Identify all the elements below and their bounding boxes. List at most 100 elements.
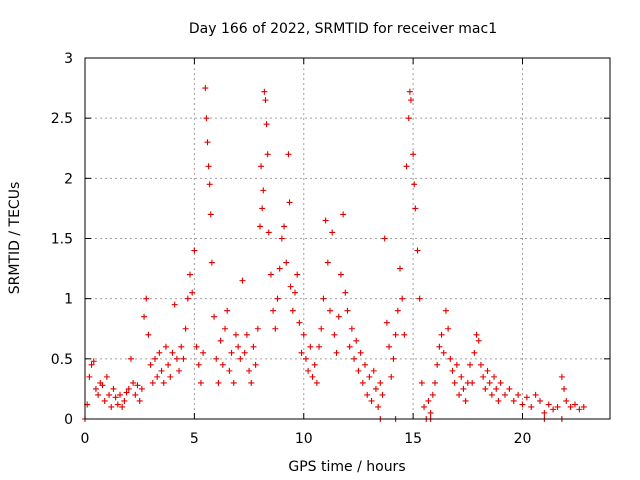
data-point <box>434 361 441 368</box>
data-point <box>88 361 95 368</box>
data-point <box>289 307 296 314</box>
data-point <box>147 361 154 368</box>
axis-ticks: 0 5 10 15 20 0 0.5 1 1.5 2 2.5 3 <box>51 51 610 447</box>
data-point <box>567 403 574 410</box>
data-point <box>232 331 239 338</box>
data-point <box>127 355 134 362</box>
data-point <box>285 151 292 158</box>
data-point <box>453 361 460 368</box>
data-point <box>467 361 473 368</box>
data-point <box>558 373 565 380</box>
data-point <box>497 379 504 386</box>
data-point <box>254 325 261 332</box>
data-point <box>262 97 269 104</box>
data-point <box>340 211 347 218</box>
data-point <box>241 349 248 356</box>
data-point <box>167 373 174 380</box>
data-point <box>554 403 561 410</box>
data-point <box>305 367 312 374</box>
data-point <box>180 355 187 362</box>
data-point <box>182 325 189 332</box>
data-point <box>134 382 141 389</box>
chart-title: Day 166 of 2022, SRMTID for receiver mac… <box>189 21 497 37</box>
data-point <box>208 259 215 266</box>
data-point <box>344 307 351 314</box>
data-point <box>292 289 298 296</box>
x-tick-label: 20 <box>514 431 532 447</box>
data-point <box>117 391 123 398</box>
data-point <box>215 379 222 386</box>
data-point <box>286 199 293 206</box>
x-tick-label: 0 <box>81 431 90 447</box>
data-point <box>394 307 401 314</box>
data-point <box>276 265 283 272</box>
data-point <box>103 373 110 380</box>
data-point <box>486 379 493 386</box>
data-point <box>193 343 200 350</box>
data-point <box>432 379 438 386</box>
data-point <box>300 331 307 338</box>
data-point <box>108 403 115 410</box>
data-point <box>121 397 128 404</box>
data-point <box>202 85 209 92</box>
data-point <box>519 401 526 408</box>
data-point <box>267 271 274 278</box>
data-point <box>123 389 130 396</box>
data-point <box>364 391 371 398</box>
data-point <box>101 397 108 404</box>
data-point <box>149 379 156 386</box>
data-point <box>195 361 202 368</box>
data-point <box>327 307 333 314</box>
data-point <box>197 379 204 386</box>
data-point <box>316 343 323 350</box>
data-point <box>248 379 255 386</box>
data-point <box>224 307 231 314</box>
data-point <box>471 349 478 356</box>
data-point <box>230 379 237 386</box>
data-point <box>200 349 207 356</box>
data-point <box>405 115 412 122</box>
data-point <box>141 313 148 320</box>
data-point <box>399 295 406 302</box>
data-point <box>523 394 530 401</box>
data-points <box>82 85 587 422</box>
data-point <box>171 301 178 308</box>
data-point <box>411 181 418 188</box>
data-point <box>226 367 233 374</box>
data-point <box>370 367 377 374</box>
data-point <box>418 379 425 386</box>
data-point <box>158 367 165 374</box>
data-point <box>246 367 253 374</box>
data-point <box>403 163 410 170</box>
data-point <box>320 295 327 302</box>
data-point <box>541 409 548 416</box>
data-point <box>375 403 382 410</box>
data-point <box>537 397 543 404</box>
data-point <box>110 385 117 392</box>
data-point <box>239 277 246 284</box>
data-point <box>205 163 212 170</box>
x-tick-label: 5 <box>190 431 199 447</box>
data-point <box>112 394 119 401</box>
data-point <box>237 355 244 362</box>
data-point <box>458 373 465 380</box>
data-point <box>298 349 305 356</box>
data-point <box>250 343 257 350</box>
data-point <box>274 295 281 302</box>
data-point <box>436 343 443 350</box>
data-point <box>438 331 445 338</box>
data-point <box>491 373 498 380</box>
data-point <box>261 88 268 95</box>
data-point <box>211 313 218 320</box>
data-point <box>213 355 220 362</box>
data-point <box>440 349 447 356</box>
data-point <box>95 391 102 398</box>
data-point <box>260 187 267 194</box>
data-point <box>309 373 316 380</box>
data-point <box>86 373 93 380</box>
y-tick-label: 0.5 <box>51 352 73 368</box>
data-point <box>263 121 270 128</box>
data-point <box>322 217 329 224</box>
data-point <box>392 331 399 338</box>
data-point <box>506 385 513 392</box>
